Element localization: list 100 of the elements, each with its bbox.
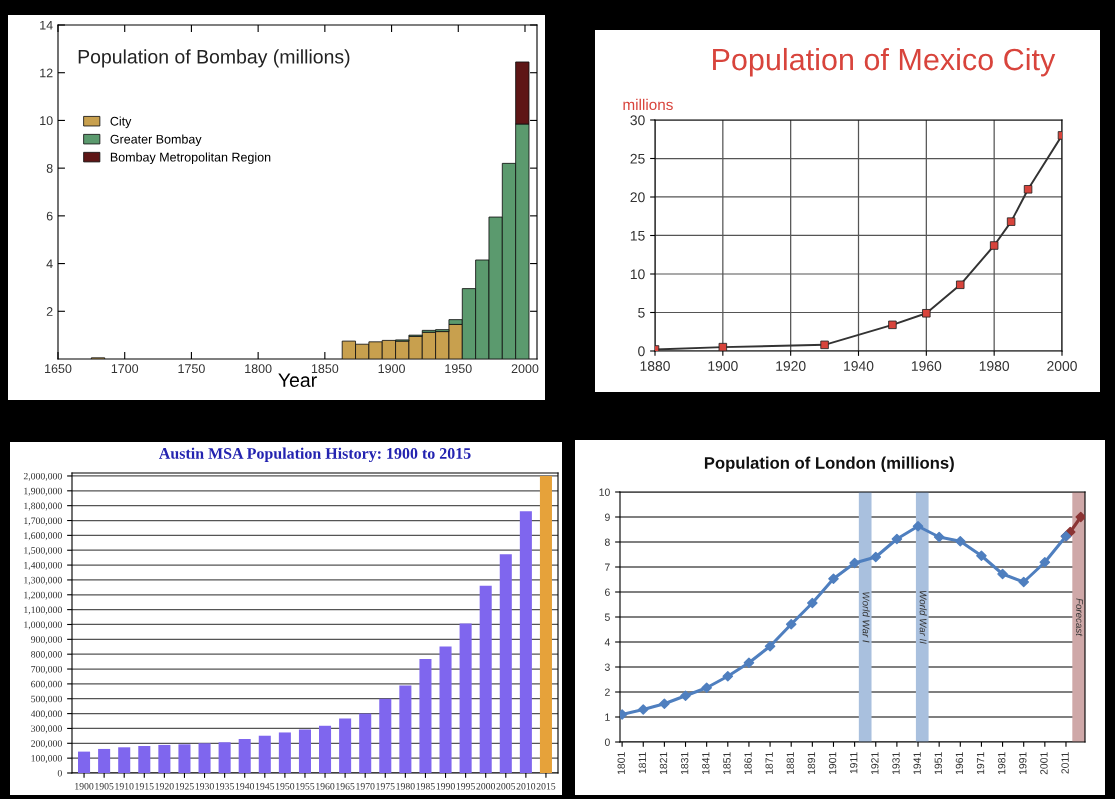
bar	[78, 751, 91, 773]
x-tick-label: 1915	[135, 783, 154, 790]
y-tick-label: 6	[46, 211, 53, 221]
x-tick-label: 2005	[496, 783, 516, 790]
y-axis-title: millions	[623, 98, 673, 111]
y-tick-label: 5	[604, 613, 610, 621]
chart-title: Population of Mexico City	[713, 47, 1056, 77]
x-tick-label: 1861	[744, 752, 752, 775]
x-tick-label: 1800	[245, 364, 272, 374]
point	[701, 682, 712, 694]
x-tick-label: 1880	[640, 361, 670, 371]
x-tick-label: 1990	[436, 783, 455, 790]
x-tick-label: 1991	[1019, 752, 1027, 775]
x-tick-label: 1841	[702, 752, 710, 775]
x-tick-label: 1965	[336, 783, 355, 790]
y-tick-label: 15	[630, 230, 645, 241]
x-tick-label: 1881	[786, 752, 794, 775]
y-tick-label: 1,500,000	[24, 547, 62, 556]
bar	[399, 685, 412, 773]
x-tick-label: 2000	[1047, 361, 1077, 371]
x-tick-label: 1910	[115, 783, 134, 790]
y-tick-label: 400,000	[30, 710, 62, 719]
y-tick-label: 3	[604, 663, 610, 671]
band-label: World War I	[862, 592, 870, 643]
x-tick-label: 1961	[955, 752, 964, 775]
x-axis-title: Year	[278, 373, 317, 388]
x-tick-label: 1891	[807, 752, 816, 775]
x-tick-label: 1931	[892, 752, 900, 775]
y-tick-label: 1,700,000	[24, 517, 62, 526]
bar	[459, 623, 472, 773]
y-tick-label: 30	[630, 115, 645, 126]
x-tick-label: 1850	[311, 364, 339, 374]
x-tick-label: 1971	[976, 752, 985, 775]
y-tick-label: 4	[46, 259, 53, 269]
point	[849, 557, 860, 569]
x-tick-label: 1960	[316, 783, 335, 790]
x-tick-label: 1811	[638, 752, 647, 774]
x-tick-label: 1900	[378, 364, 405, 374]
x-tick-label: 1980	[979, 361, 1010, 371]
x-tick-label: 1750	[178, 364, 205, 374]
x-tick-label: 2000	[476, 783, 496, 790]
y-tick-label: 1,000,000	[24, 621, 62, 630]
bar	[118, 747, 131, 773]
bar	[218, 742, 231, 773]
x-tick-label: 2015	[536, 783, 556, 790]
bar	[419, 659, 432, 773]
x-tick-label: 1920	[155, 783, 174, 790]
point	[954, 535, 966, 547]
point	[743, 657, 755, 669]
chart-title: Population of London (millions)	[704, 456, 954, 473]
legend-label: Bombay Metropolitan Region	[110, 152, 271, 165]
x-tick-label: 1700	[111, 364, 139, 374]
point	[659, 698, 670, 710]
y-tick-label: 200,000	[31, 740, 62, 749]
bar	[539, 475, 552, 773]
y-tick-label: 20	[630, 192, 645, 203]
x-tick-label: 1871	[765, 752, 773, 775]
x-tick-label: 1955	[296, 783, 315, 790]
y-tick-label: 1,600,000	[24, 532, 62, 541]
y-tick-label: 1,200,000	[24, 591, 62, 600]
y-tick-label: 100,000	[31, 755, 62, 764]
x-tick-label: 2010	[516, 783, 536, 790]
legend-label: City	[110, 116, 132, 129]
y-tick-label: 0	[604, 738, 610, 746]
bar	[258, 735, 271, 773]
bar	[278, 732, 291, 773]
y-tick-label: 25	[630, 153, 645, 164]
x-tick-label: 1940	[235, 783, 255, 790]
y-tick-label: 0	[638, 346, 645, 357]
bar	[138, 745, 151, 773]
point	[997, 568, 1008, 580]
point	[1018, 576, 1030, 588]
bar	[439, 646, 452, 773]
x-tick-label: 2011	[1061, 752, 1069, 774]
x-tick-label: 1901	[828, 752, 837, 775]
x-tick-label: 1921	[871, 752, 879, 775]
point	[912, 520, 924, 532]
y-tick-label: 8	[46, 163, 53, 173]
y-tick-label: 2	[46, 307, 53, 316]
point	[764, 640, 776, 652]
x-tick-label: 1900	[708, 361, 738, 371]
chart-title: Austin MSA Population History: 1900 to 2015	[158, 447, 471, 463]
point	[891, 533, 903, 545]
x-tick-label: 1975	[376, 783, 395, 790]
bar	[359, 713, 372, 773]
y-tick-label: 2,000,000	[23, 472, 62, 481]
y-tick-label: 10	[630, 269, 645, 280]
point	[933, 531, 945, 543]
x-tick-label: 1900	[75, 783, 94, 790]
y-tick-label: 10	[40, 116, 53, 126]
y-tick-label: 1,400,000	[24, 561, 62, 570]
y-tick-label: 9	[604, 513, 610, 521]
x-tick-label: 1941	[913, 752, 921, 775]
y-tick-label: 800,000	[31, 651, 62, 660]
x-tick-label: 1905	[95, 783, 114, 790]
point	[718, 342, 728, 351]
point	[870, 551, 882, 563]
bar	[499, 554, 512, 773]
y-tick-label: 900,000	[30, 636, 62, 645]
x-tick-label: 1935	[215, 783, 234, 790]
